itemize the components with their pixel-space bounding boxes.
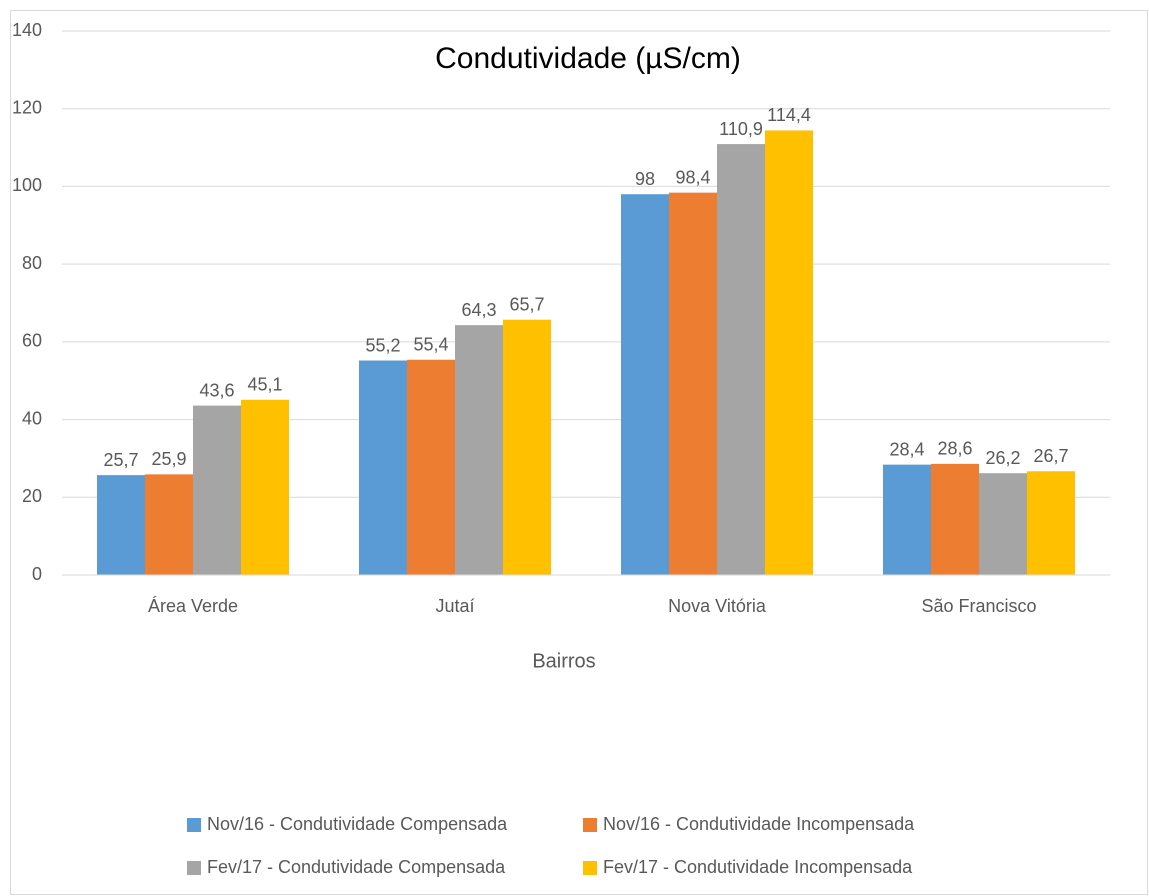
bar — [97, 475, 145, 575]
y-tick-label: 100 — [12, 175, 42, 195]
x-tick-label: Jutaí — [435, 596, 474, 616]
bar — [621, 194, 669, 575]
chart-title: Condutividade (µS/cm) — [435, 42, 741, 75]
legend-label: Nov/16 - Condutividade Incompensada — [603, 814, 915, 834]
data-label: 110,9 — [719, 119, 763, 139]
y-tick-label: 0 — [32, 564, 42, 584]
bar — [503, 319, 551, 575]
data-label: 43,6 — [199, 380, 234, 400]
y-tick-label: 120 — [12, 97, 42, 117]
data-label: 28,6 — [937, 439, 972, 459]
bar — [717, 144, 765, 575]
data-label: 25,7 — [103, 450, 138, 470]
legend-label: Fev/17 - Condutividade Compensada — [207, 857, 506, 877]
legend-label: Fev/17 - Condutividade Incompensada — [603, 857, 913, 877]
data-label: 55,2 — [365, 335, 400, 355]
bar — [931, 463, 979, 575]
bar — [669, 192, 717, 575]
x-tick-label: São Francisco — [921, 596, 1036, 616]
bar — [241, 399, 289, 575]
bar — [1027, 471, 1075, 575]
data-label: 25,9 — [151, 449, 186, 469]
data-label: 26,7 — [1033, 446, 1068, 466]
legend-swatch — [583, 861, 597, 875]
x-axis-label: Bairros — [532, 650, 595, 672]
legend-swatch — [583, 818, 597, 832]
bar — [407, 359, 455, 575]
y-tick-label: 40 — [22, 408, 42, 428]
legend-swatch — [187, 818, 201, 832]
data-label: 98 — [635, 169, 655, 189]
bar — [979, 473, 1027, 575]
data-label: 65,7 — [509, 294, 544, 314]
bar — [359, 360, 407, 575]
legend-swatch — [187, 861, 201, 875]
data-label: 26,2 — [985, 448, 1020, 468]
x-tick-label: Nova Vitória — [668, 596, 767, 616]
data-label: 45,1 — [247, 375, 282, 395]
data-label: 98,4 — [675, 167, 710, 187]
y-tick-label: 60 — [22, 331, 42, 351]
y-tick-label: 140 — [12, 20, 42, 40]
bar — [455, 325, 503, 575]
bar — [765, 130, 813, 575]
bar — [193, 405, 241, 575]
bar — [145, 474, 193, 575]
data-label: 114,4 — [767, 105, 811, 125]
x-tick-label: Área Verde — [148, 596, 238, 616]
legend-label: Nov/16 - Condutividade Compensada — [207, 814, 508, 834]
data-label: 28,4 — [889, 439, 924, 459]
data-label: 55,4 — [413, 334, 448, 354]
y-tick-label: 80 — [22, 253, 42, 273]
y-tick-label: 20 — [22, 486, 42, 506]
data-label: 64,3 — [461, 300, 496, 320]
bar — [883, 464, 931, 575]
